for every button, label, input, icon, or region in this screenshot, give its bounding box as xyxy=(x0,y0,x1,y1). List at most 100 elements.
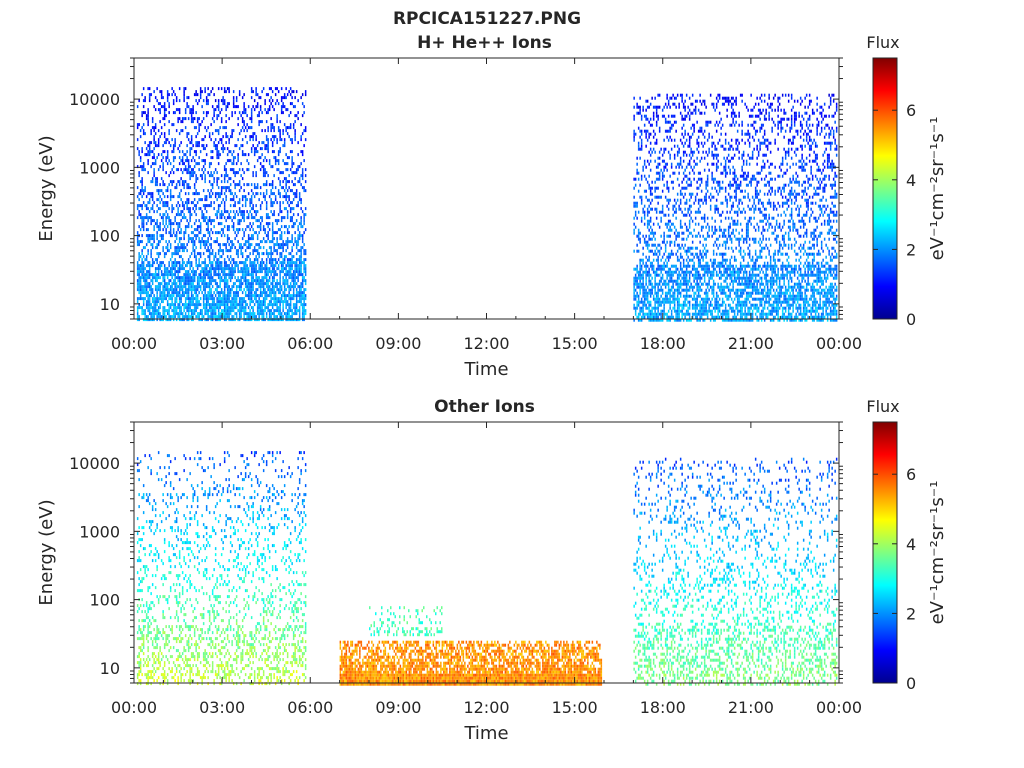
heatmap-cell xyxy=(274,159,277,163)
heatmap-cell xyxy=(657,306,659,310)
heatmap-cell xyxy=(214,213,217,217)
heatmap-cell xyxy=(154,276,157,280)
heatmap-cell xyxy=(183,204,185,208)
heatmap-cell xyxy=(175,276,178,280)
heatmap-cell xyxy=(189,216,191,220)
heatmap-cell xyxy=(691,132,694,136)
heatmap-cell xyxy=(696,267,698,271)
heatmap-cell xyxy=(681,270,683,274)
heatmap-cell xyxy=(247,267,250,271)
heatmap-cell xyxy=(180,231,182,235)
heatmap-cell xyxy=(184,273,187,277)
heatmap-cell xyxy=(697,258,700,262)
heatmap-cell xyxy=(201,279,203,283)
heatmap-cell xyxy=(283,258,286,262)
heatmap-cell xyxy=(241,297,244,301)
heatmap-cell xyxy=(657,297,659,301)
heatmap-cell xyxy=(664,120,667,124)
heatmap-cell xyxy=(157,168,160,172)
heatmap-cell xyxy=(153,261,155,265)
heatmap-cell xyxy=(685,165,688,169)
heatmap-cell xyxy=(151,126,154,130)
heatmap-cell xyxy=(184,291,187,295)
heatmap-cell xyxy=(184,165,187,169)
heatmap-cell xyxy=(675,318,677,322)
heatmap-cell xyxy=(147,309,149,313)
heatmap-cell xyxy=(250,288,253,292)
heatmap-cell xyxy=(672,186,674,190)
heatmap-cell xyxy=(297,213,299,217)
heatmap-cell xyxy=(148,99,151,103)
heatmap-cell xyxy=(145,303,148,307)
heatmap-cell xyxy=(187,297,190,301)
heatmap-cell xyxy=(159,264,161,268)
heatmap-cell xyxy=(192,156,194,160)
heatmap-cell xyxy=(168,315,170,319)
heatmap-cell xyxy=(226,210,229,214)
heatmap-cell xyxy=(208,255,211,259)
heatmap-cell xyxy=(637,105,640,109)
heatmap-cell xyxy=(267,294,269,298)
heatmap-cell xyxy=(147,123,149,127)
heatmap-cell xyxy=(648,135,650,139)
heatmap-cell xyxy=(192,294,194,298)
heatmap-cell xyxy=(259,306,262,310)
heatmap-cell xyxy=(175,264,178,268)
heatmap-cell xyxy=(178,270,181,274)
heatmap-cell xyxy=(171,267,173,271)
heatmap-cell xyxy=(202,315,205,319)
heatmap-cell xyxy=(244,306,247,310)
heatmap-cell xyxy=(225,294,227,298)
heatmap-cell xyxy=(696,318,698,322)
heatmap-cell xyxy=(643,297,646,301)
heatmap-cell xyxy=(289,288,292,292)
heatmap-cell xyxy=(211,294,214,298)
heatmap-cell xyxy=(232,318,235,322)
heatmap-cell xyxy=(252,171,254,175)
heatmap-cell xyxy=(661,300,664,304)
heatmap-cell xyxy=(280,288,283,292)
heatmap-cell xyxy=(202,240,205,244)
heatmap-cell xyxy=(178,144,181,148)
heatmap-cell xyxy=(214,108,217,112)
heatmap-cell xyxy=(288,306,290,310)
heatmap-cell xyxy=(663,114,665,118)
heatmap-cell xyxy=(252,270,254,274)
heatmap-cell xyxy=(196,285,199,289)
heatmap-cell xyxy=(657,162,659,166)
heatmap-cell xyxy=(205,198,208,202)
heatmap-cell xyxy=(664,264,667,268)
heatmap-cell xyxy=(250,312,253,316)
heatmap-cell xyxy=(282,276,284,280)
heatmap-cell xyxy=(279,252,281,256)
heatmap-cell xyxy=(183,180,185,184)
heatmap-cell xyxy=(238,297,241,301)
heatmap-cell xyxy=(210,264,212,268)
heatmap-cell xyxy=(270,258,272,262)
heatmap-cell xyxy=(213,171,215,175)
heatmap-cell xyxy=(295,189,298,193)
heatmap-cell xyxy=(655,318,658,322)
heatmap-cell xyxy=(220,276,223,280)
heatmap-cell xyxy=(148,144,151,148)
heatmap-cell xyxy=(289,252,292,256)
heatmap-cell xyxy=(142,129,145,133)
heatmap-cell xyxy=(267,282,269,286)
heatmap-cell xyxy=(138,285,140,289)
heatmap-cell xyxy=(204,294,206,298)
heatmap-cell xyxy=(253,186,256,190)
heatmap-cell xyxy=(685,282,688,286)
heatmap-cell xyxy=(639,135,641,139)
heatmap-cell xyxy=(270,264,272,268)
heatmap-cell xyxy=(225,186,227,190)
heatmap-cell xyxy=(151,195,154,199)
heatmap-cell xyxy=(289,216,292,220)
heatmap-cell xyxy=(634,279,637,283)
heatmap-cell xyxy=(225,132,227,136)
heatmap-cell xyxy=(303,261,305,265)
heatmap-cell xyxy=(276,267,278,271)
heatmap-cell xyxy=(165,228,167,232)
heatmap-cell xyxy=(208,315,211,319)
heatmap-cell xyxy=(684,300,686,304)
heatmap-cell xyxy=(261,111,263,115)
